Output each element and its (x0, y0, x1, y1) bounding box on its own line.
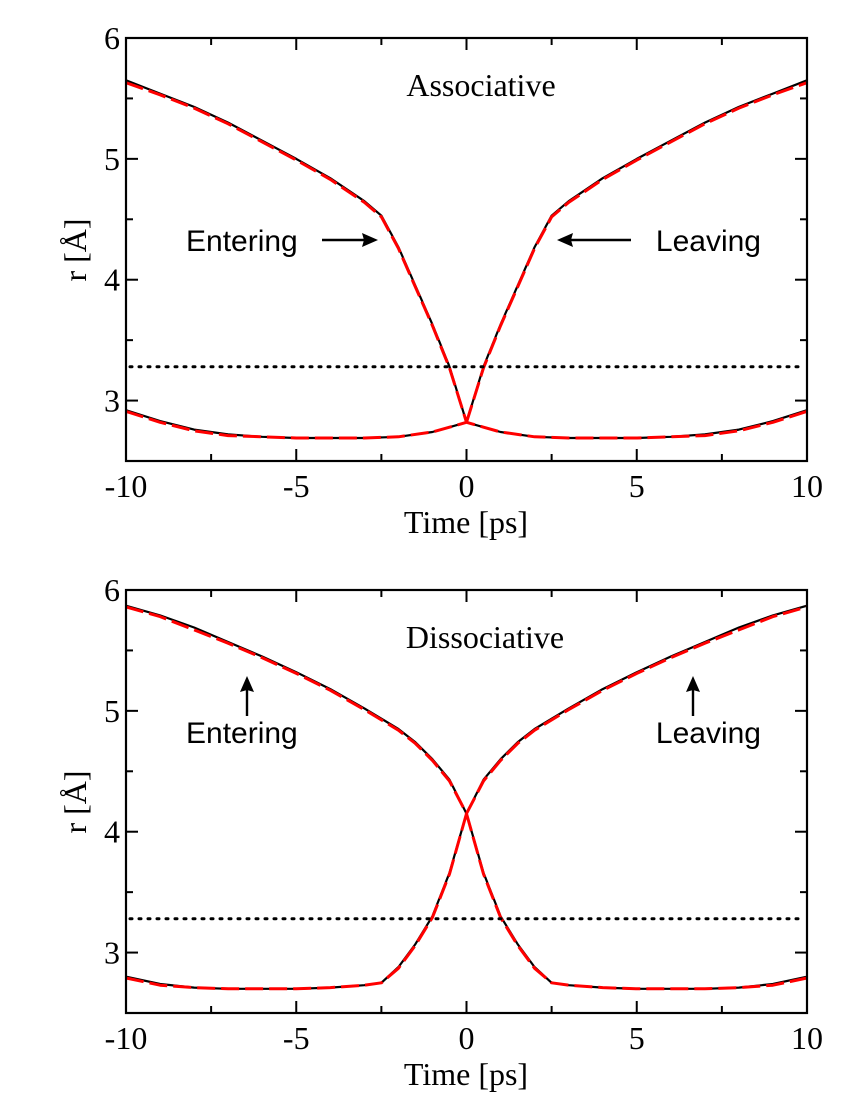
dashed-red-series-4 (125, 605, 468, 815)
y-tick-label: 5 (104, 693, 120, 729)
y-tick-label: 3 (104, 383, 120, 419)
associative-y-tick-labels: 3 4 5 6 (104, 20, 120, 419)
y-tick-label: 6 (104, 20, 120, 56)
solid-black-series-3 (465, 813, 808, 990)
x-tick-label: 10 (791, 1020, 823, 1056)
leaving-annotation: Leaving (656, 717, 761, 750)
y-tick-label: 3 (104, 935, 120, 971)
dissociative-series-layer (125, 604, 808, 991)
dashed-red-series-5 (125, 409, 808, 440)
dissociative-ticks (125, 589, 808, 1014)
x-tick-label: -5 (283, 468, 310, 504)
leaving-arrowhead (557, 233, 573, 247)
associative-panel: -10 -5 0 5 10 3 4 5 6 Time [ps] r [Å] As… (57, 20, 823, 540)
x-tick-label: 5 (629, 1020, 645, 1056)
associative-panel-title: Associative (406, 67, 555, 103)
associative-x-axis-label: Time [ps] (404, 504, 528, 540)
solid-black-series-2 (125, 813, 468, 990)
dissociative-panel: -10 -5 0 5 10 3 4 5 6 Time [ps] r [Å] Di… (57, 572, 823, 1092)
x-tick-label: 5 (629, 468, 645, 504)
associative-y-axis-label: r [Å] (57, 218, 93, 281)
x-tick-label: 0 (459, 1020, 475, 1056)
associative-series-layer (125, 79, 808, 440)
associative-annotations: Entering Leaving (186, 225, 761, 258)
dissociative-y-axis-label: r [Å] (57, 770, 93, 833)
dashed-red-series-4 (465, 81, 808, 423)
dashed-red-series-5 (465, 605, 808, 815)
x-tick-label: -5 (283, 1020, 310, 1056)
x-tick-label: 10 (791, 468, 823, 504)
dashed-red-series-7 (465, 813, 808, 991)
entering-arrowhead (240, 676, 254, 692)
x-tick-label: 0 (459, 468, 475, 504)
leaving-arrowhead (686, 676, 700, 692)
dissociative-x-axis-label: Time [ps] (404, 1056, 528, 1092)
entering-annotation: Entering (186, 717, 298, 750)
entering-annotation: Entering (186, 225, 298, 258)
dissociative-annotations: Entering Leaving (186, 676, 761, 750)
dashed-red-series-6 (125, 813, 468, 991)
associative-ticks (125, 37, 808, 462)
leaving-annotation: Leaving (656, 225, 761, 258)
x-tick-label: -10 (105, 1020, 148, 1056)
x-tick-label: -10 (105, 468, 148, 504)
y-tick-label: 6 (104, 572, 120, 608)
solid-black-series-2 (125, 409, 808, 440)
dashed-red-series-3 (125, 81, 468, 423)
entering-arrowhead (362, 233, 378, 247)
dissociative-panel-title: Dissociative (406, 619, 564, 655)
y-tick-label: 5 (104, 141, 120, 177)
y-tick-label: 4 (104, 814, 120, 850)
associative-x-tick-labels: -10 -5 0 5 10 (105, 468, 823, 504)
y-tick-label: 4 (104, 262, 120, 298)
dissociative-x-tick-labels: -10 -5 0 5 10 (105, 1020, 823, 1056)
dissociative-y-tick-labels: 3 4 5 6 (104, 572, 120, 971)
